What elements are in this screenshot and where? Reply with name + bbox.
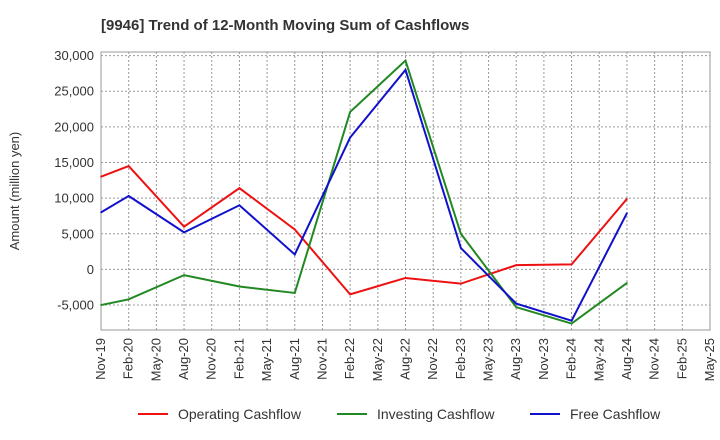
y-tick-label: 10,000 — [54, 191, 94, 206]
y-tick-label: 15,000 — [54, 155, 94, 170]
data-point — [238, 204, 241, 207]
data-point — [183, 231, 185, 234]
x-tick-label: Aug-24 — [619, 338, 634, 380]
data-point — [404, 69, 407, 71]
x-tick-label: May-22 — [370, 338, 385, 381]
data-point — [293, 292, 296, 294]
legend-item: Investing Cashflow — [337, 406, 495, 422]
x-tick-label: Nov-20 — [204, 338, 219, 380]
x-tick-label: Feb-24 — [564, 338, 579, 379]
data-point — [127, 195, 130, 197]
y-tick-label: 20,000 — [54, 119, 94, 134]
data-point — [460, 232, 462, 235]
data-point — [515, 302, 518, 305]
grid-layer — [100, 51, 711, 331]
series-operating-cashflow — [100, 164, 628, 296]
data-point — [127, 165, 130, 167]
data-point — [238, 285, 241, 288]
data-point — [570, 263, 573, 266]
x-tick-label: Nov-24 — [647, 338, 662, 380]
x-tick-label: May-25 — [702, 338, 717, 381]
series-layer — [100, 58, 628, 325]
data-point — [183, 274, 185, 276]
y-axis-label: Amount (million yen) — [7, 132, 22, 251]
data-point — [515, 264, 518, 266]
data-point — [515, 306, 518, 308]
data-point — [460, 282, 462, 285]
x-tick-label: May-21 — [259, 338, 274, 381]
data-point — [293, 253, 296, 256]
data-point — [127, 298, 130, 301]
x-tick-label: May-20 — [148, 338, 163, 381]
series-investing-cashflow — [100, 58, 628, 325]
x-tick-label: Feb-23 — [453, 338, 468, 379]
data-point — [183, 225, 185, 228]
x-tick-label: Nov-22 — [425, 338, 440, 380]
y-tick-label: 0 — [87, 262, 94, 277]
x-tick-label: May-24 — [591, 338, 606, 381]
series-line — [100, 67, 628, 322]
y-tick-label: 25,000 — [54, 84, 94, 99]
x-tick-label: Aug-20 — [176, 338, 191, 380]
x-tick-label: Aug-23 — [508, 338, 523, 380]
data-point — [404, 59, 407, 62]
data-point — [100, 304, 102, 306]
y-tick-label: 30,000 — [54, 48, 94, 63]
series-line — [100, 58, 628, 325]
legend-item: Free Cashflow — [530, 406, 661, 422]
legend-label: Free Cashflow — [570, 406, 661, 422]
data-point — [293, 228, 296, 231]
chart-title: [9946] Trend of 12-Month Moving Sum of C… — [101, 17, 469, 34]
data-point — [460, 247, 462, 249]
data-point — [238, 187, 241, 189]
data-point — [404, 277, 407, 279]
series-free-cashflow — [100, 67, 628, 322]
y-tick-label: 5,000 — [61, 226, 94, 241]
x-tick-label: Nov-19 — [93, 338, 108, 380]
legend: Operating Cashflow Investing Cashflow Free… — [138, 406, 661, 422]
x-tick-label: Nov-23 — [536, 338, 551, 380]
x-tick-label: Aug-22 — [398, 338, 413, 380]
legend-label: Investing Cashflow — [377, 406, 495, 422]
data-point — [570, 319, 573, 322]
y-tick-label: -5,000 — [57, 298, 94, 313]
x-tick-label: Feb-21 — [231, 338, 246, 379]
x-tick-label: Feb-22 — [342, 338, 357, 379]
data-point — [100, 175, 102, 178]
x-tick-label: Feb-25 — [674, 338, 689, 379]
axis-layer: -5,000 0 5,000 10,000 15,000 20,000 25,000 30,0… — [54, 48, 717, 381]
x-tick-label: Feb-20 — [121, 338, 136, 379]
x-tick-label: Aug-21 — [287, 338, 302, 380]
x-tick-label: Nov-21 — [314, 338, 329, 380]
data-point — [349, 111, 351, 113]
x-tick-label: May-23 — [481, 338, 496, 381]
legend-item: Operating Cashflow — [138, 406, 302, 422]
data-point — [570, 322, 573, 325]
data-point — [349, 136, 351, 139]
data-point — [626, 212, 628, 214]
data-point — [626, 198, 628, 200]
data-point — [349, 293, 351, 296]
legend-label: Operating Cashflow — [178, 406, 302, 422]
data-point — [626, 282, 628, 284]
data-point — [100, 211, 102, 214]
